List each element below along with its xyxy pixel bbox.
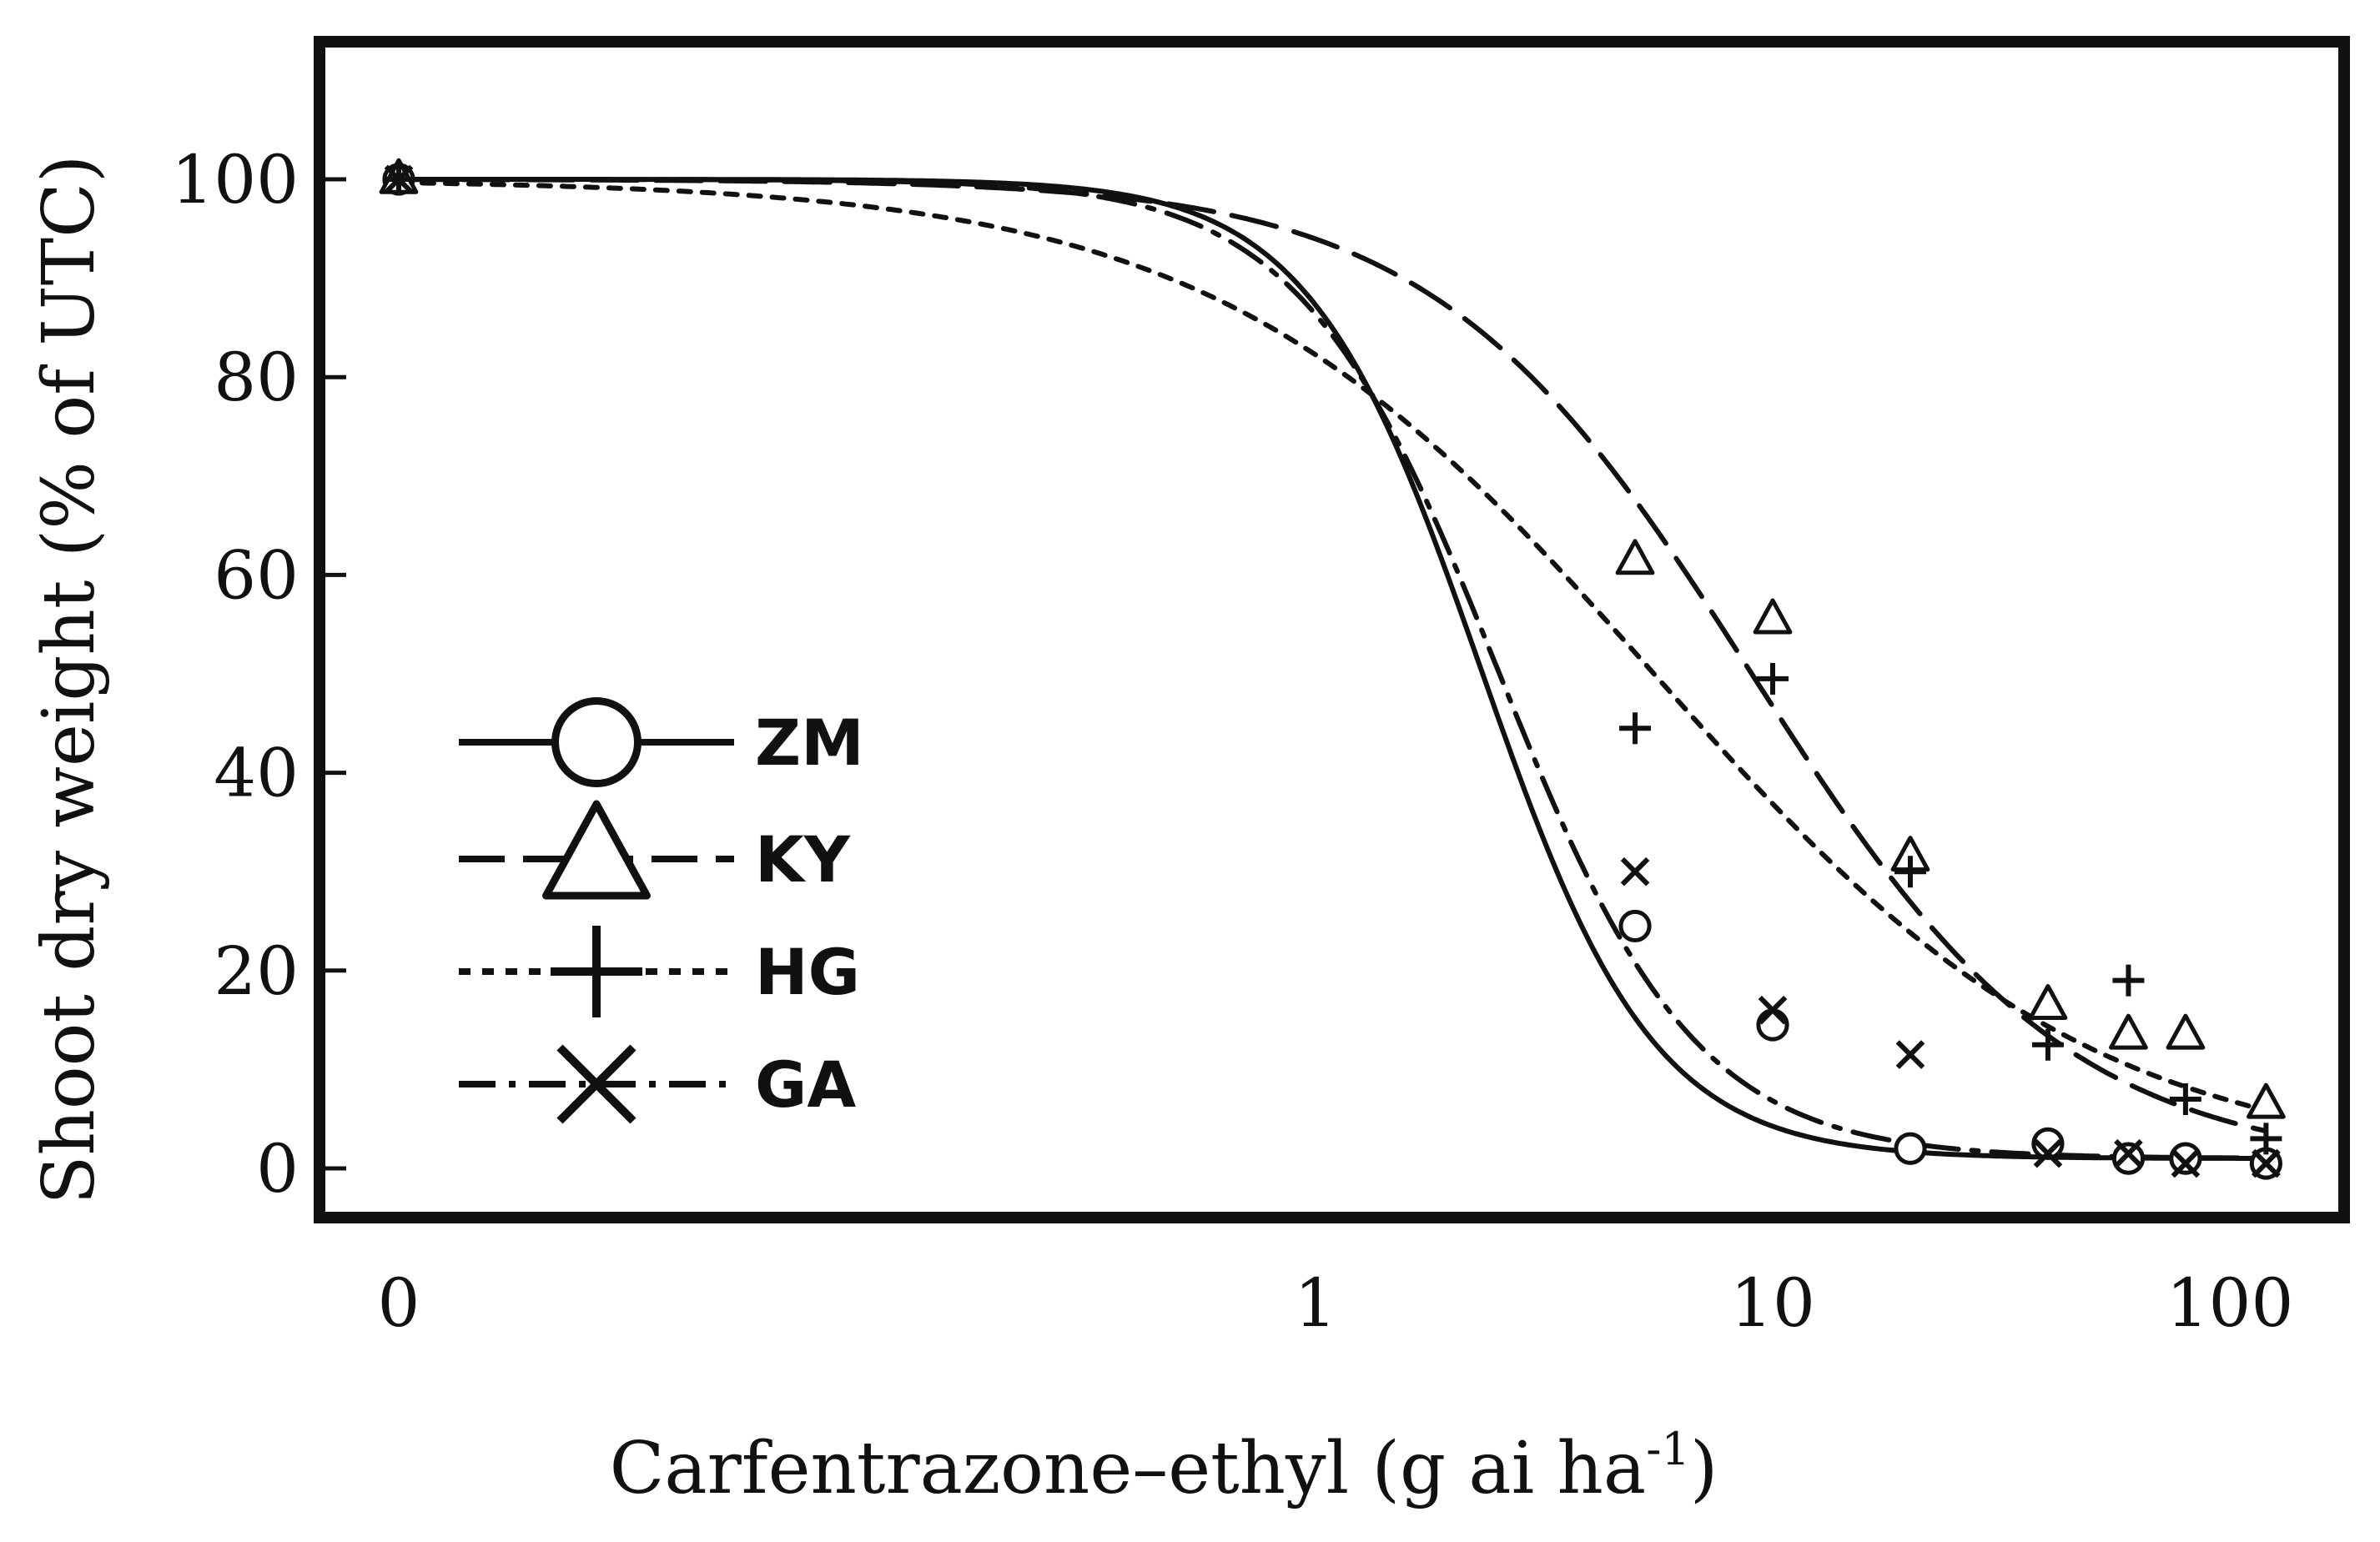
data-point-ky: [1615, 539, 1655, 575]
legend-label-ky: KY: [755, 822, 851, 897]
legend-label-ga: GA: [755, 1047, 856, 1122]
data-point-ky: [2166, 1013, 2206, 1050]
fit-curve-ky: [396, 177, 2267, 1133]
y-tick-label: 100: [171, 141, 299, 218]
data-point-ky: [2028, 984, 2068, 1021]
y-tick-label: 40: [214, 735, 299, 812]
data-point-ky: [1753, 598, 1793, 635]
data-point-zm: [2111, 1142, 2146, 1175]
data-point-hg: [1894, 856, 1926, 888]
data-point-ga: [1895, 1040, 1925, 1069]
axis-ticks: 0 20 40 60 80 100 0 1 10 100: [171, 141, 2293, 1342]
data-point-ky: [2246, 1082, 2286, 1119]
fit-curve-ga: [396, 177, 2267, 1161]
legend-label-zm: ZM: [755, 706, 864, 780]
data-point-zm: [2169, 1142, 2202, 1175]
data-point-ga: [2252, 1148, 2281, 1178]
data-point-hg: [2169, 1082, 2201, 1115]
data-point-hg: [2112, 964, 2145, 997]
fit-curve-hg: [396, 180, 2267, 1113]
data-point-ga: [1758, 995, 1788, 1025]
fit-curve-zm: [396, 177, 2267, 1161]
y-tick-label: 0: [256, 1130, 299, 1208]
y-axis-title: Shoot dry weight (% of UTC): [28, 155, 111, 1205]
legend-marker-zm: [551, 697, 642, 787]
data-point-zm: [2031, 1127, 2065, 1160]
data-point-zm: [1894, 1132, 1927, 1165]
data-point-ga: [2114, 1138, 2143, 1168]
legend-label-hg: HG: [755, 935, 860, 1009]
legend: ZM KY HG GA: [459, 697, 864, 1124]
data-point-ky: [2109, 1013, 2148, 1050]
y-tick-label: 80: [214, 339, 299, 416]
data-point-ga: [384, 164, 414, 194]
x-tick-label: 1: [1295, 1264, 1337, 1342]
y-tick-label: 20: [214, 932, 299, 1010]
data-point-zm: [1756, 1008, 1789, 1042]
x-tick-label: 0: [378, 1264, 420, 1342]
y-tick-label: 60: [214, 536, 299, 614]
x-axis-title: Carfentrazone–ethyl (g ai ha-1): [610, 1423, 1718, 1510]
legend-marker-ky: [542, 800, 651, 900]
data-point-ga: [2033, 1138, 2063, 1168]
data-point-hg: [1619, 712, 1652, 745]
data-point-ga: [1620, 856, 1650, 887]
legend-marker-hg: [551, 926, 642, 1017]
data-points: [379, 158, 2286, 1180]
data-point-hg: [1757, 662, 1789, 695]
data-point-ga: [2171, 1148, 2201, 1178]
plot-frame: [314, 36, 2350, 1223]
fit-curves: [396, 177, 2267, 1161]
data-point-zm: [1618, 909, 1652, 943]
data-point-hg: [2250, 1123, 2282, 1155]
x-tick-label: 10: [1730, 1264, 1815, 1342]
data-point-hg: [2031, 1028, 2064, 1061]
legend-marker-ga: [556, 1044, 637, 1124]
x-tick-label: 100: [2166, 1264, 2294, 1342]
